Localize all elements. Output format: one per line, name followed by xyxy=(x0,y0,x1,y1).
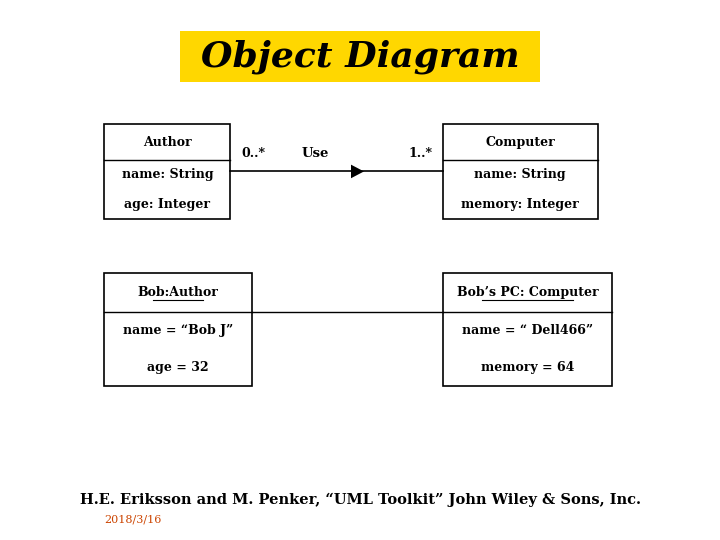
Text: name = “ Dell466”: name = “ Dell466” xyxy=(462,325,593,338)
Text: Author: Author xyxy=(143,136,192,148)
Text: name: String: name: String xyxy=(474,168,566,181)
Text: Bob:Author: Bob:Author xyxy=(138,286,219,299)
Text: 1..*: 1..* xyxy=(408,146,432,160)
Text: memory: Integer: memory: Integer xyxy=(462,198,579,211)
Text: Bob’s PC: Computer: Bob’s PC: Computer xyxy=(456,286,598,299)
FancyBboxPatch shape xyxy=(104,124,230,219)
Text: H.E. Eriksson and M. Penker, “UML Toolkit” John Wiley & Sons, Inc.: H.E. Eriksson and M. Penker, “UML Toolki… xyxy=(79,492,641,507)
Polygon shape xyxy=(351,165,364,178)
Text: Use: Use xyxy=(302,146,330,160)
Text: name: String: name: String xyxy=(122,168,213,181)
FancyBboxPatch shape xyxy=(180,31,540,82)
FancyBboxPatch shape xyxy=(443,273,612,386)
Text: memory = 64: memory = 64 xyxy=(481,361,574,374)
Text: Object Diagram: Object Diagram xyxy=(201,39,519,74)
FancyBboxPatch shape xyxy=(443,124,598,219)
Text: 0..*: 0..* xyxy=(241,146,265,160)
Text: age: Integer: age: Integer xyxy=(125,198,210,211)
Text: Computer: Computer xyxy=(485,136,555,148)
FancyBboxPatch shape xyxy=(104,273,252,386)
Text: age = 32: age = 32 xyxy=(148,361,209,374)
Text: name = “Bob J”: name = “Bob J” xyxy=(123,325,233,338)
Text: 2018/3/16: 2018/3/16 xyxy=(104,515,162,524)
